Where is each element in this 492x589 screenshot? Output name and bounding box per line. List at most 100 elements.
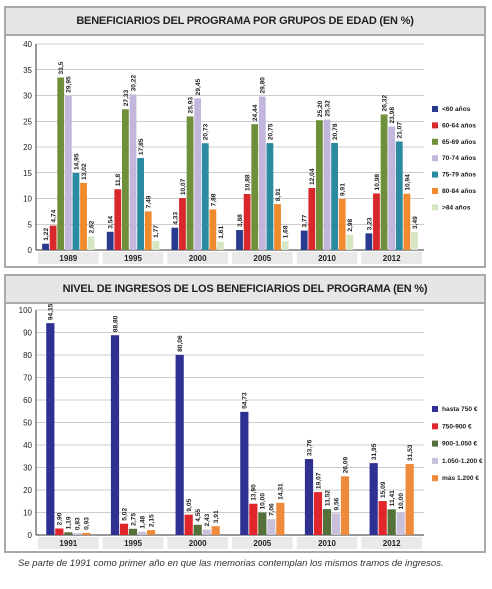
category-label-band — [167, 537, 228, 549]
data-label: 2,15 — [148, 514, 155, 527]
data-label: 20,75 — [267, 123, 274, 140]
bar — [373, 193, 380, 250]
legend-swatch — [432, 106, 438, 112]
y-tick-label: 0 — [28, 246, 33, 255]
bar — [403, 193, 411, 250]
data-label: 9,91 — [340, 183, 347, 196]
bar — [313, 492, 323, 535]
x-tick-label: 2010 — [318, 254, 336, 263]
data-label: 2,43 — [204, 513, 211, 526]
legend-swatch — [432, 188, 438, 194]
bar — [122, 109, 129, 250]
income-levels-chart: 0 10 20 30 40 50 60 70 80 90 100 94,15 2,90 1,19 0,83 0… — [19, 303, 483, 549]
data-label: 2,62 — [89, 220, 96, 233]
data-label: 27,33 — [123, 89, 130, 106]
data-label: 24,44 — [252, 104, 259, 121]
legend-label: 80-84 años — [442, 188, 476, 195]
x-tick-label: 2005 — [253, 539, 271, 548]
x-tick-label: 2000 — [189, 539, 207, 548]
category-label-band — [38, 252, 99, 264]
data-label: 4,33 — [172, 212, 179, 225]
legend-label: >84 años — [442, 204, 471, 211]
bar — [137, 531, 147, 535]
data-label: 3,23 — [366, 217, 373, 230]
data-label: 88,80 — [112, 315, 119, 332]
bar — [346, 234, 354, 250]
data-label: 33,76 — [306, 439, 313, 456]
data-label: 8,91 — [275, 188, 282, 201]
y-tick-label: 40 — [23, 40, 32, 49]
data-label: 26,09 — [342, 456, 349, 473]
legend-swatch — [432, 475, 438, 482]
bar — [308, 187, 316, 250]
bar — [387, 509, 396, 535]
y-tick-label: 60 — [23, 396, 32, 405]
bar — [258, 512, 267, 535]
age-groups-chart-panel: BENEFICIARIOS DEL PROGRAMA POR GRUPOS DE… — [4, 6, 486, 268]
bar — [267, 519, 276, 535]
bar — [300, 230, 308, 250]
y-tick-label: 5 — [28, 220, 33, 229]
bar — [82, 532, 91, 535]
bar — [331, 513, 341, 535]
data-label: 14,31 — [278, 483, 285, 500]
data-label: 7,06 — [269, 503, 276, 516]
bar — [202, 529, 211, 535]
bar — [395, 141, 403, 250]
data-label: 10,88 — [245, 174, 252, 191]
bar — [396, 512, 405, 535]
x-tick-label: 2010 — [318, 539, 336, 548]
y-tick-label: 20 — [23, 486, 32, 495]
legend-swatch — [432, 204, 438, 211]
category-label-band — [232, 537, 293, 549]
bar — [171, 227, 179, 250]
data-label: 10,00 — [398, 493, 405, 510]
data-label: 10,00 — [260, 493, 267, 510]
income-levels-chart-panel: NIVEL DE INGRESOS DE LOS BENEFICIARIOS D… — [4, 274, 486, 553]
bar — [388, 126, 396, 250]
legend-swatch — [432, 171, 438, 178]
data-label: 25,32 — [324, 100, 331, 117]
legend-swatch — [432, 423, 438, 430]
y-tick-label: 80 — [23, 351, 32, 360]
y-tick-label: 100 — [19, 306, 33, 315]
bar — [73, 533, 82, 535]
data-label: 10,94 — [404, 174, 411, 191]
data-label: 1,48 — [139, 516, 146, 529]
data-label: 19,07 — [315, 472, 322, 489]
bar — [80, 182, 87, 250]
data-label: 5,02 — [121, 508, 128, 521]
y-tick-label: 50 — [23, 419, 32, 428]
bar — [144, 211, 152, 250]
data-label: 17,85 — [138, 138, 145, 155]
data-label: 4,74 — [51, 209, 58, 222]
category-label-band — [296, 252, 358, 264]
bar — [201, 143, 209, 250]
bar — [193, 524, 202, 535]
legend-label: <60 años — [442, 106, 471, 113]
bar — [106, 231, 114, 250]
data-label: 10,98 — [374, 174, 381, 191]
data-label: 20,78 — [332, 123, 339, 140]
y-tick-label: 0 — [28, 531, 33, 540]
data-label: 94,15 — [48, 303, 55, 320]
data-label: 1,19 — [66, 516, 73, 529]
bar — [331, 142, 338, 250]
y-tick-label: 30 — [23, 92, 32, 101]
bar — [251, 124, 259, 250]
bar — [114, 189, 122, 250]
bar — [243, 193, 251, 250]
data-label: 29,95 — [66, 76, 73, 93]
data-label: 13,90 — [251, 484, 258, 501]
bar — [304, 459, 314, 535]
chart-title: NIVEL DE INGRESOS DE LOS BENEFICIARIOS D… — [6, 276, 484, 304]
bar — [365, 233, 373, 250]
legend-swatch — [432, 406, 438, 412]
data-label: 21,07 — [397, 122, 404, 139]
x-tick-label: 2000 — [189, 254, 207, 263]
bar — [323, 119, 331, 251]
data-label: 3,54 — [108, 216, 115, 229]
legend-label: 1.050-1.200 € — [442, 458, 483, 465]
data-label: 80,06 — [177, 335, 184, 352]
bar — [110, 335, 120, 535]
